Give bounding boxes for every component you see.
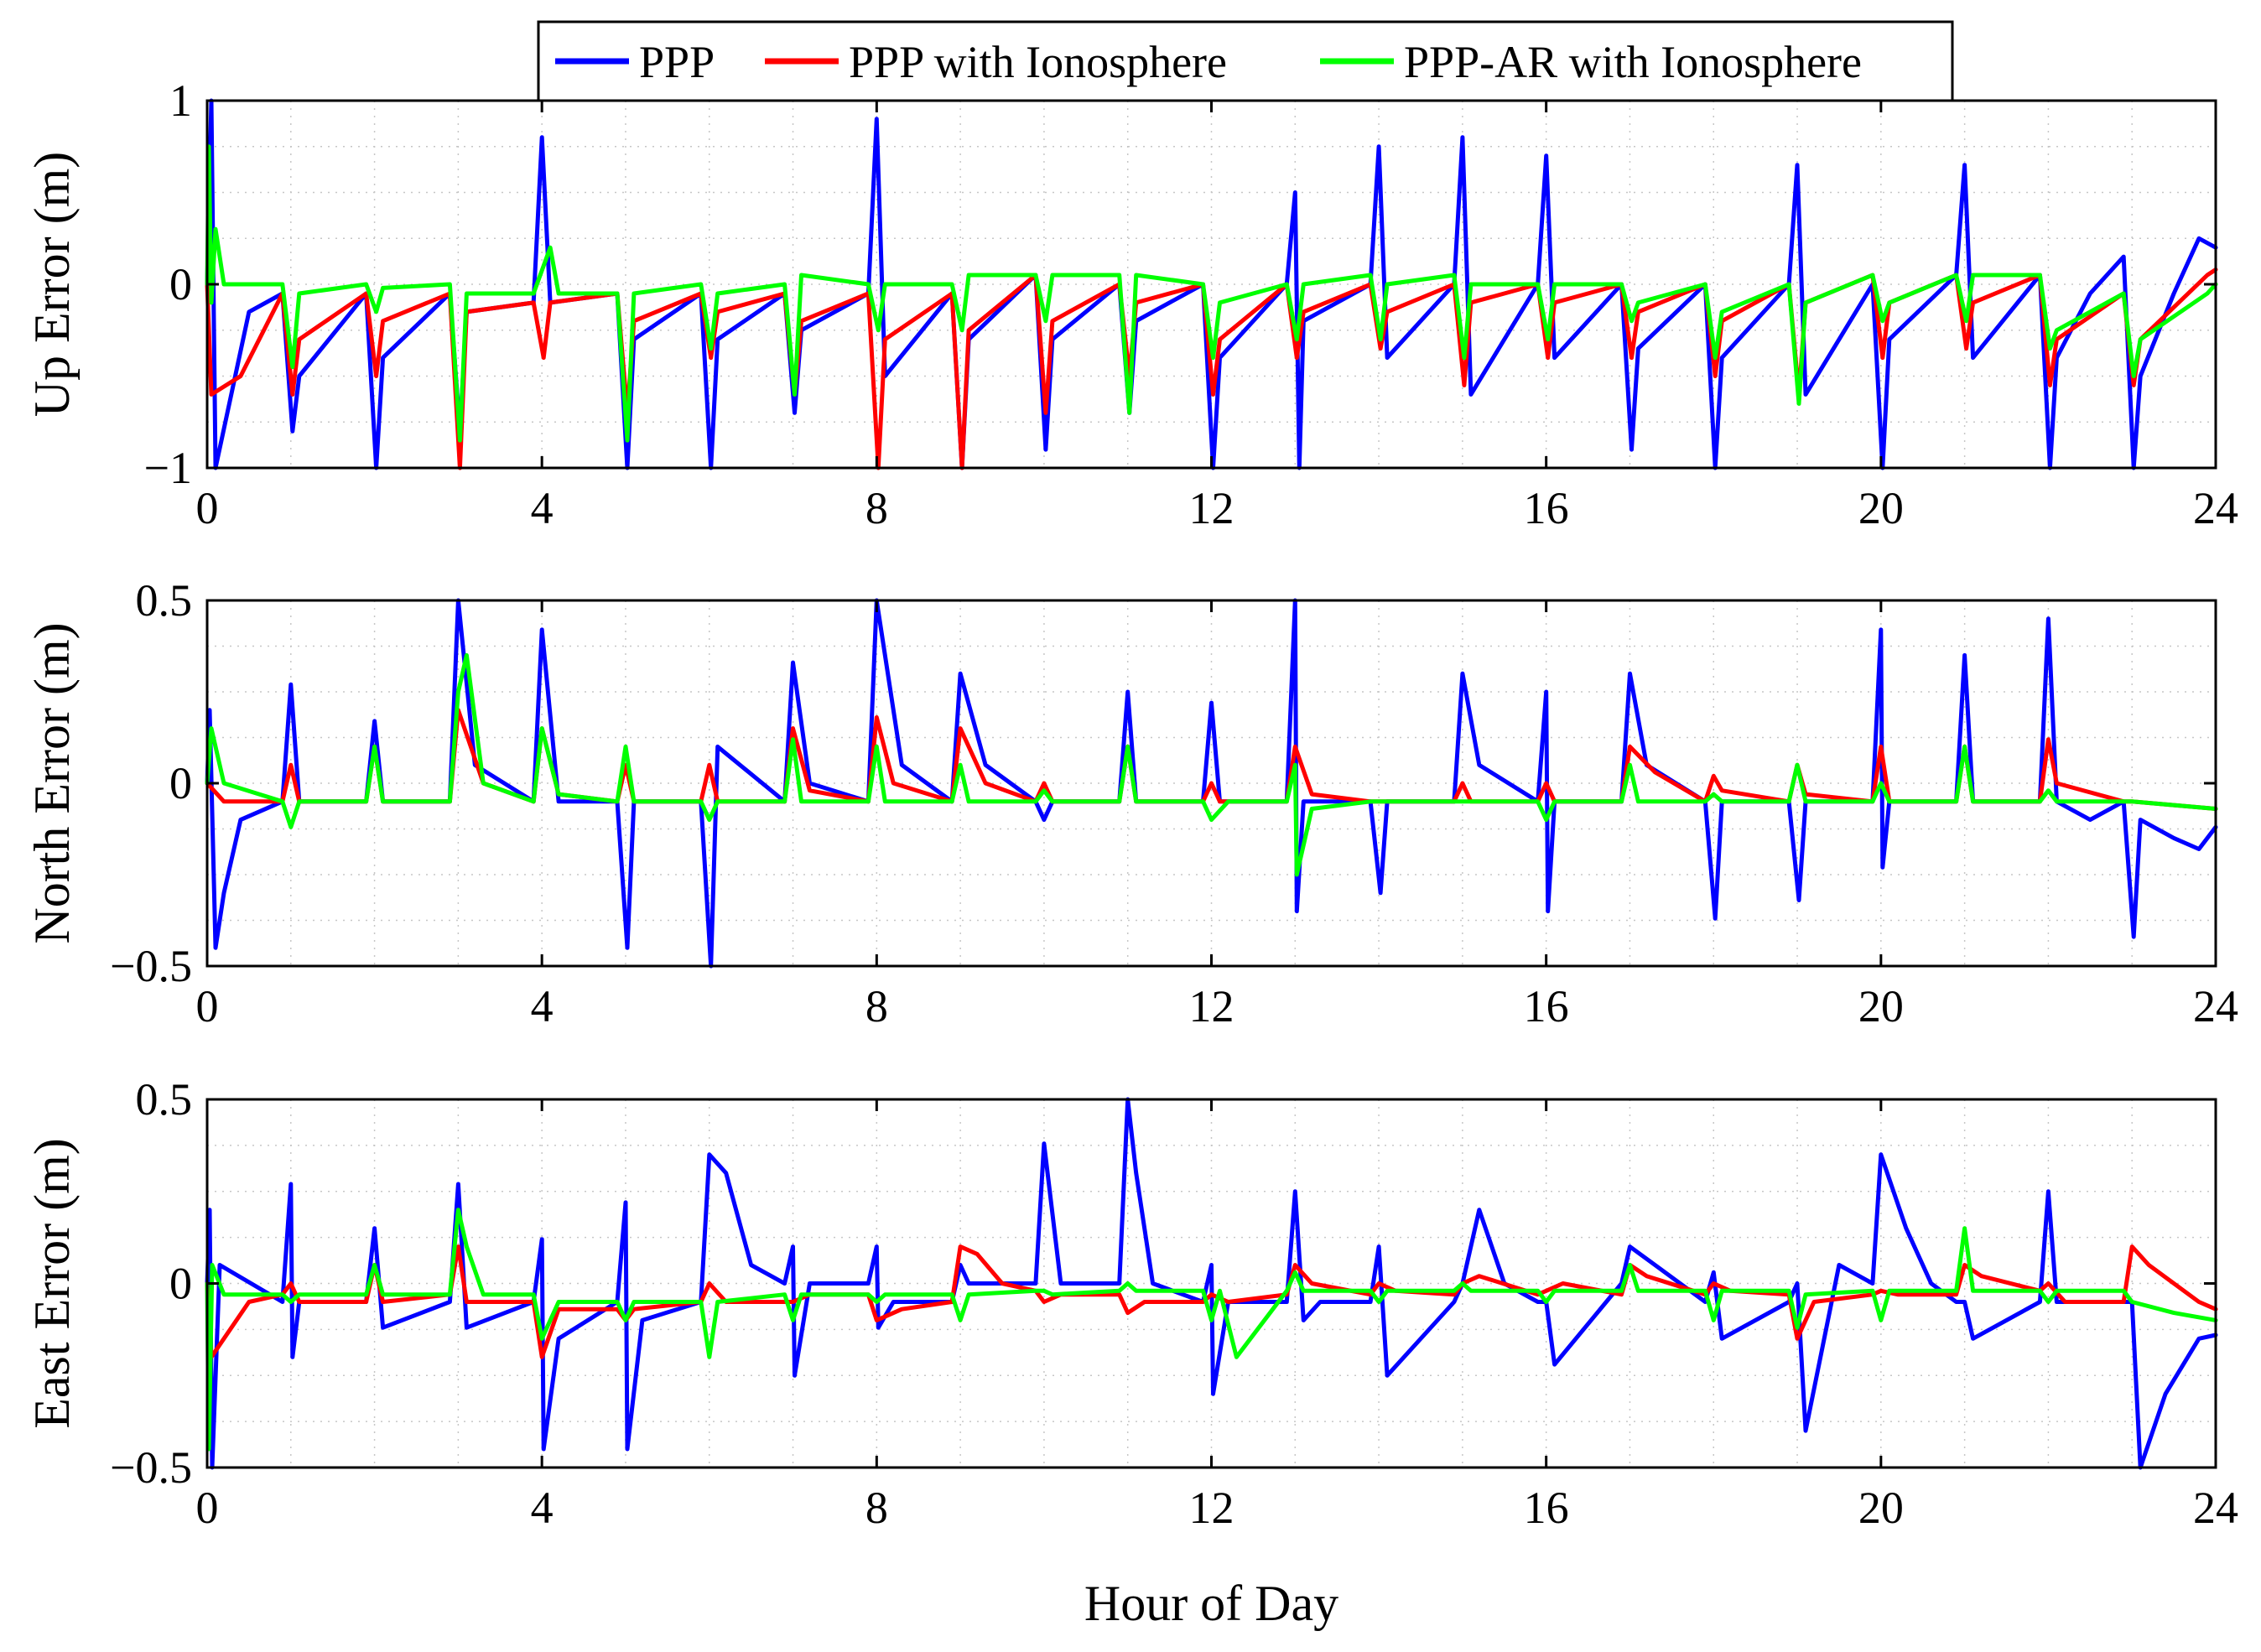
east-y-tick-label: −0.5 xyxy=(110,1442,192,1493)
north-series-ppp-ar-with-ionosphere xyxy=(205,652,2218,877)
east-x-tick-label: 0 xyxy=(196,1483,219,1533)
north-y-tick-label: 0 xyxy=(169,758,192,808)
up-series xyxy=(205,98,2218,470)
up-series-ppp-ar-with-ionosphere xyxy=(205,144,2218,443)
north-ticks: 0 4 8 12 16 20 24−0.500.5 xyxy=(110,575,2238,1031)
up-y-axis-label: Up Error (m) xyxy=(24,152,80,418)
north-panel: 0 4 8 12 16 20 24−0.500.5 North Error (m) xyxy=(24,575,2238,1031)
east-ticks: 0 4 8 12 16 20 24−0.500.5 xyxy=(110,1074,2238,1533)
up-series-ppp-with-ionosphere xyxy=(205,268,2218,470)
north-x-tick-label: 8 xyxy=(865,981,888,1031)
east-x-tick-label: 4 xyxy=(531,1483,554,1533)
north-x-tick-label: 0 xyxy=(196,981,219,1031)
north-y-axis-label: North Error (m) xyxy=(24,622,80,943)
east-x-tick-label: 16 xyxy=(1524,1483,1569,1533)
north-series-ppp xyxy=(205,598,2218,969)
north-x-tick-label: 4 xyxy=(531,981,554,1031)
east-series-ppp-ar-with-ionosphere xyxy=(205,1208,2218,1452)
up-x-tick-label: 20 xyxy=(1858,483,1904,533)
up-x-tick-label: 0 xyxy=(196,483,219,533)
east-y-tick-label: 0.5 xyxy=(136,1074,193,1125)
east-x-tick-label: 24 xyxy=(2193,1483,2238,1533)
east-x-tick-label: 20 xyxy=(1858,1483,1904,1533)
up-ticks: 0 4 8 12 16 20 24−101 xyxy=(144,75,2238,533)
north-series xyxy=(205,598,2218,969)
north-y-tick-label: 0.5 xyxy=(136,575,193,626)
up-y-tick-label: 0 xyxy=(169,259,192,309)
north-y-tick-label: −0.5 xyxy=(110,941,192,991)
x-axis-label: Hour of Day xyxy=(1084,1576,1338,1631)
east-y-tick-label: 0 xyxy=(169,1259,192,1309)
up-x-tick-label: 24 xyxy=(2193,483,2238,533)
up-x-tick-label: 16 xyxy=(1524,483,1569,533)
east-x-tick-label: 12 xyxy=(1189,1483,1234,1533)
up-y-tick-label: 1 xyxy=(169,75,192,126)
legend: PPP PPP with Ionosphere PPP-AR with Iono… xyxy=(537,20,1954,102)
north-x-tick-label: 20 xyxy=(1858,981,1904,1031)
north-x-tick-label: 24 xyxy=(2193,981,2238,1031)
up-x-tick-label: 4 xyxy=(531,483,554,533)
legend-label-ppp-ionosphere: PPP with Ionosphere xyxy=(849,37,1227,87)
up-y-tick-label: −1 xyxy=(144,443,192,493)
east-panel: 0 4 8 12 16 20 24−0.500.5 East Error (m) Hour … xyxy=(24,1074,2238,1631)
east-series xyxy=(205,1097,2218,1470)
up-x-tick-label: 12 xyxy=(1189,483,1234,533)
north-x-tick-label: 12 xyxy=(1189,981,1234,1031)
east-x-tick-label: 8 xyxy=(865,1483,888,1533)
north-x-tick-label: 16 xyxy=(1524,981,1569,1031)
east-y-axis-label: East Error (m) xyxy=(24,1138,80,1429)
legend-label-ppp-ar-ionosphere: PPP-AR with Ionosphere xyxy=(1404,37,1862,87)
up-x-tick-label: 8 xyxy=(865,483,888,533)
legend-label-ppp: PPP xyxy=(639,37,715,87)
